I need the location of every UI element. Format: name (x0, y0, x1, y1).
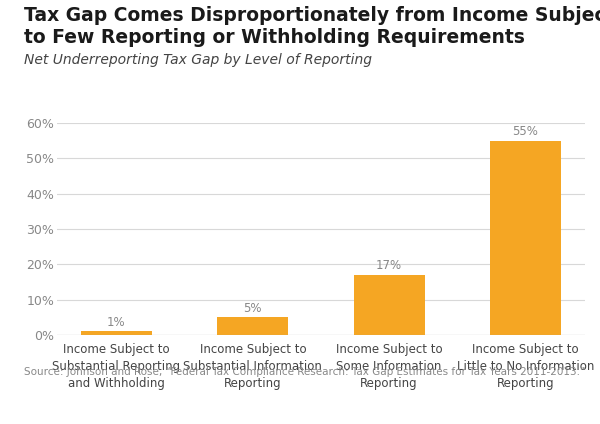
Text: 17%: 17% (376, 259, 402, 273)
Bar (354, 275, 425, 335)
Text: Tax Gap Comes Disproportionately from Income Subject: Tax Gap Comes Disproportionately from In… (24, 6, 600, 25)
Text: Net Underreporting Tax Gap by Level of Reporting: Net Underreporting Tax Gap by Level of R… (24, 53, 372, 67)
Bar (217, 317, 288, 335)
Text: @TaxFoundation: @TaxFoundation (475, 399, 589, 414)
Text: 55%: 55% (512, 125, 538, 138)
Bar (490, 141, 561, 335)
Text: 1%: 1% (107, 316, 126, 329)
Text: TAX FOUNDATION: TAX FOUNDATION (11, 399, 149, 414)
Text: 5%: 5% (244, 302, 262, 315)
Text: Source: Johnson and Rose, “Federal Tax Compliance Research: Tax Gap Estimates fo: Source: Johnson and Rose, “Federal Tax C… (24, 367, 585, 377)
Text: to Few Reporting or Withholding Requirements: to Few Reporting or Withholding Requirem… (24, 28, 525, 47)
Bar (81, 332, 152, 335)
